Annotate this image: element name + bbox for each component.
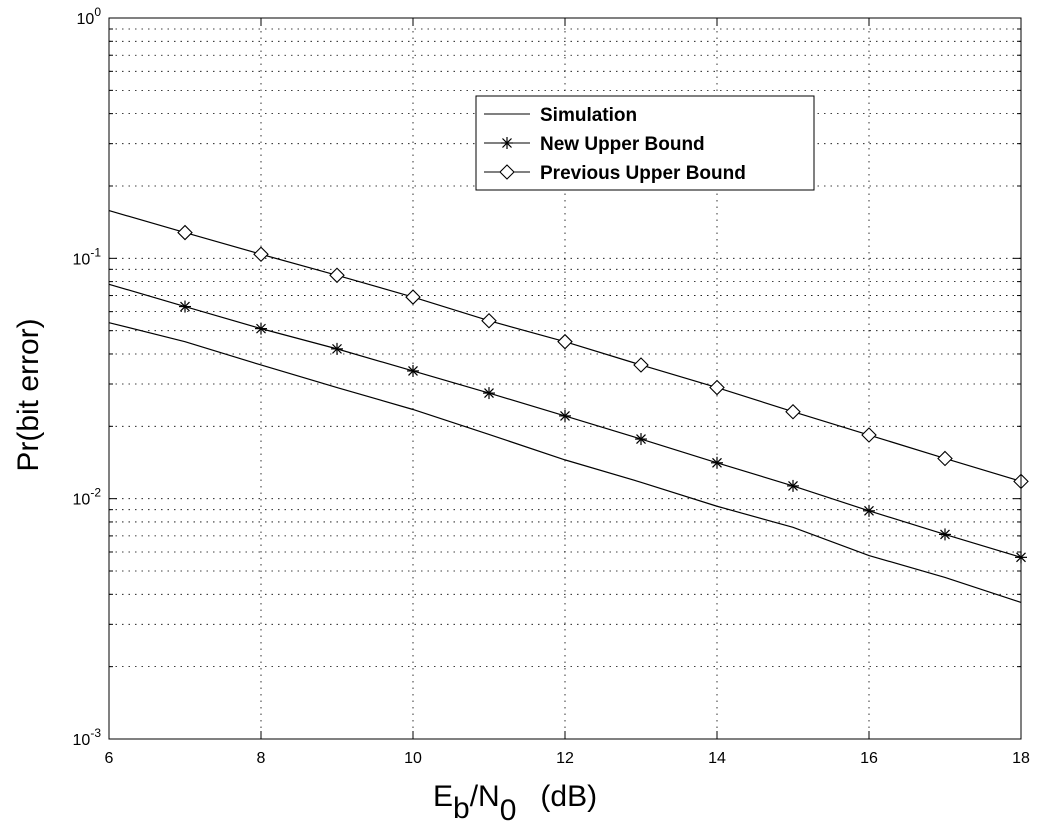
legend-label-previous-upper-bound: Previous Upper Bound	[540, 163, 746, 184]
data-point-star	[483, 387, 495, 400]
data-point-star	[255, 322, 267, 335]
x-tick-label: 6	[105, 750, 114, 767]
series-line-simulation	[108, 322, 1022, 604]
x-axis-label: Eb/N0 (dB)	[433, 780, 597, 827]
data-point-star	[787, 479, 799, 492]
x-tick-label: 16	[860, 750, 878, 767]
legend: Simulation New Upper Bound Previous Uppe…	[475, 95, 815, 191]
y-tick-label: 10-2	[73, 486, 102, 509]
y-tick-label: 10-3	[73, 726, 102, 749]
data-point-diamond	[253, 246, 269, 263]
data-point-diamond	[329, 267, 345, 284]
legend-entry-simulation: Simulation	[484, 105, 637, 126]
data-point-diamond	[861, 427, 877, 443]
axis-ticks: 6 8 10 12 14 16 18 100 10-1 10-2 10-3	[73, 5, 1030, 767]
x-tick-label: 12	[556, 750, 574, 767]
legend-label-new-upper-bound: New Upper Bound	[540, 134, 705, 155]
data-point-star	[863, 504, 875, 517]
data-point-diamond	[785, 403, 801, 420]
data-point-diamond	[557, 333, 573, 350]
legend-star	[501, 137, 513, 149]
legend-diamond	[499, 164, 515, 180]
legend-box	[475, 95, 815, 191]
data-point-diamond	[937, 450, 953, 467]
x-axis-label-sub-b: b	[453, 792, 470, 825]
data-point-diamond	[481, 312, 497, 329]
legend-label-simulation: Simulation	[540, 105, 637, 126]
data-point-diamond	[405, 289, 421, 305]
legend-entry-new-upper-bound: New Upper Bound	[484, 134, 705, 155]
data-point-star	[179, 300, 191, 313]
y-axis-label: Pr(bit error)	[12, 318, 45, 471]
data-point-star	[711, 456, 723, 469]
data-point-diamond	[633, 357, 649, 373]
legend-star-marker	[501, 137, 513, 149]
data-point-diamond	[177, 224, 193, 241]
data-point-star	[331, 342, 343, 355]
x-axis-label-N: /N	[470, 780, 500, 813]
data-point-star	[407, 364, 419, 377]
y-tick-label: 10-1	[73, 245, 102, 268]
y-tick-label: 100	[77, 5, 102, 28]
data-point-star	[635, 433, 647, 446]
data-point-star	[939, 528, 951, 541]
data-point-diamond	[709, 379, 725, 396]
x-axis-label-unit: (dB)	[540, 780, 597, 813]
data-point-star	[559, 409, 571, 422]
legend-diamond-marker	[499, 164, 515, 180]
x-tick-label: 10	[404, 750, 422, 767]
series-layer	[108, 210, 1029, 604]
x-axis-label-E: E	[433, 780, 453, 813]
x-axis-label-sub-0: 0	[500, 794, 517, 827]
x-tick-label: 8	[257, 750, 266, 767]
legend-entry-previous-upper-bound: Previous Upper Bound	[484, 163, 746, 184]
x-tick-label: 18	[1012, 750, 1030, 767]
x-tick-label: 14	[708, 750, 726, 767]
